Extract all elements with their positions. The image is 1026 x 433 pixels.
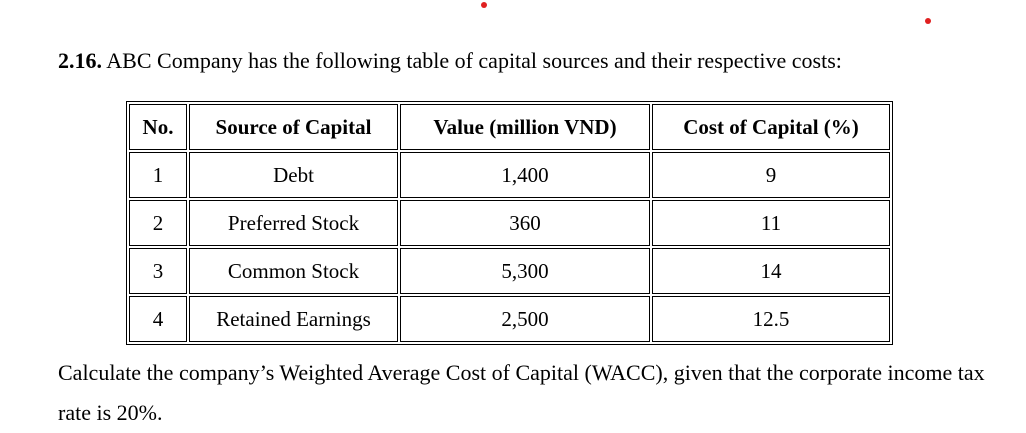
problem-heading: 2.16. ABC Company has the following tabl… [58, 46, 842, 76]
cell-cost: 9 [652, 152, 890, 198]
cell-source: Debt [189, 152, 398, 198]
table-row: 3 Common Stock 5,300 14 [129, 248, 890, 294]
header-no: No. [129, 104, 187, 150]
table-row: 1 Debt 1,400 9 [129, 152, 890, 198]
cell-value: 1,400 [400, 152, 650, 198]
cell-no: 4 [129, 296, 187, 342]
header-cost: Cost of Capital (%) [652, 104, 890, 150]
header-value: Value (million VND) [400, 104, 650, 150]
cell-source: Retained Earnings [189, 296, 398, 342]
cell-value: 2,500 [400, 296, 650, 342]
cell-no: 2 [129, 200, 187, 246]
question-text: Calculate the company’s Weighted Average… [58, 360, 985, 425]
cell-source: Preferred Stock [189, 200, 398, 246]
red-dot-marker [481, 2, 487, 8]
table-row: 4 Retained Earnings 2,500 12.5 [129, 296, 890, 342]
cell-source: Common Stock [189, 248, 398, 294]
cell-cost: 11 [652, 200, 890, 246]
problem-number: 2.16. [58, 48, 102, 73]
table-header-row: No. Source of Capital Value (million VND… [129, 104, 890, 150]
header-source: Source of Capital [189, 104, 398, 150]
cell-value: 360 [400, 200, 650, 246]
problem-intro: ABC Company has the following table of c… [106, 48, 842, 73]
red-dot-marker [925, 18, 931, 24]
table-row: 2 Preferred Stock 360 11 [129, 200, 890, 246]
cell-value: 5,300 [400, 248, 650, 294]
cell-no: 1 [129, 152, 187, 198]
cell-no: 3 [129, 248, 187, 294]
cell-cost: 12.5 [652, 296, 890, 342]
capital-sources-table: No. Source of Capital Value (million VND… [126, 101, 893, 345]
cell-cost: 14 [652, 248, 890, 294]
